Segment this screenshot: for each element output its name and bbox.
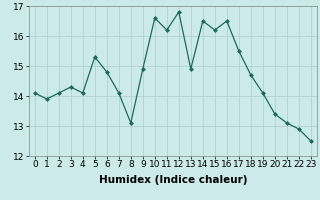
X-axis label: Humidex (Indice chaleur): Humidex (Indice chaleur) — [99, 175, 247, 185]
